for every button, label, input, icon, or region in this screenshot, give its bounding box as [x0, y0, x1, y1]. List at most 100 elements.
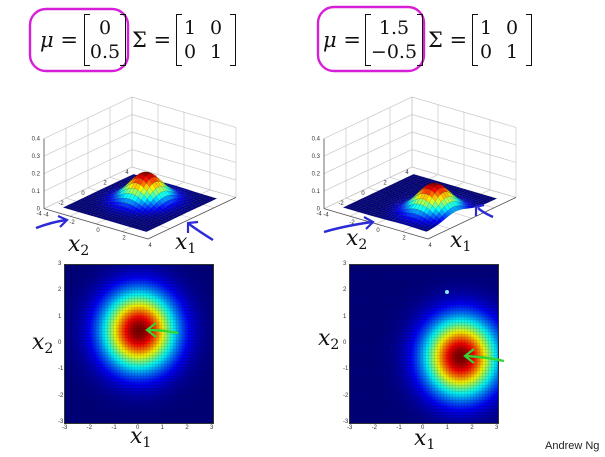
x2-tick: -2: [58, 201, 64, 207]
x1-tick: 4: [148, 243, 152, 249]
x1-tick: 0: [376, 228, 380, 234]
heatmap-right-ytick: -1: [343, 366, 349, 373]
surface-patch: [142, 229, 150, 232]
heatmap-right-xtick: 2: [470, 425, 474, 431]
mu-vector-left: 0 0.5: [84, 14, 126, 66]
heatmap-left-xtick: -3: [62, 425, 68, 431]
surface-patch: [148, 226, 155, 230]
heatmap-right-ytick: -2: [343, 392, 349, 399]
sigma-right-01: 0: [506, 17, 519, 39]
heatmap-left: [64, 264, 214, 424]
heatmap-left-x2-label: x2: [32, 330, 54, 357]
z-tick: 0.1: [32, 189, 41, 195]
mu-left-1: 0.5: [89, 41, 121, 63]
surface-patch: [153, 224, 161, 227]
surface-patch: [441, 212, 449, 219]
heatmap-left-ytick: 0: [58, 340, 62, 346]
surface-patch: [164, 219, 172, 222]
surface-patch: [207, 198, 215, 202]
heatmap-right-x1-label: x1: [414, 426, 436, 453]
surface-left-x1-label: x1: [175, 230, 197, 257]
cursor-dot: [445, 290, 449, 294]
sigma-right-10: 0: [480, 41, 493, 63]
sigma-symbol-right: Σ =: [428, 28, 468, 52]
sigma-left-00: 1: [184, 17, 197, 39]
heatmap-right-ytick: -3: [343, 419, 349, 425]
sigma-symbol-left: Σ =: [132, 28, 172, 52]
heatmap-right-xtick: -3: [347, 425, 353, 431]
x2-tick: 2: [383, 180, 387, 186]
x1-tick: 4: [428, 243, 432, 249]
z-tick: 0.4: [32, 137, 41, 143]
surface-patch: [425, 227, 433, 231]
highlight-ellipse-right: [316, 5, 426, 73]
heatmap-left-ytick: -2: [58, 392, 64, 399]
z-tick: 0.2: [312, 172, 321, 178]
surface-right-x1-label: x1: [450, 228, 472, 255]
sigma-left-10: 0: [184, 41, 197, 63]
mu-symbol-right: μ =: [323, 28, 361, 52]
sigma-left-11: 1: [210, 41, 223, 63]
heatmap-right-xtick: 1: [445, 425, 449, 431]
surface-patch: [161, 220, 169, 223]
surface-patch: [194, 204, 201, 208]
mu-right-1: −0.5: [370, 41, 418, 63]
surface-patch: [186, 208, 193, 212]
x1-tick: 2: [402, 235, 406, 241]
surface-patch: [450, 206, 457, 213]
x1-tick: -4: [43, 213, 49, 219]
x2-tick: -2: [338, 201, 344, 207]
author-credit: Andrew Ng: [545, 440, 600, 452]
x1-tick: -2: [69, 220, 75, 226]
heatmap-right-xtick: 3: [495, 425, 499, 431]
x2-tick: 2: [103, 180, 107, 186]
mu-vector-right: 1.5 −0.5: [365, 14, 423, 66]
sigma-right-00: 1: [480, 17, 493, 39]
surface-patch: [205, 199, 212, 203]
x2-tick: 0: [81, 191, 85, 197]
x1-tick: 0: [96, 228, 100, 234]
surface-plot-right: 0.4 0.3 0.2 0.1 0 4 2 0 -2 -4 -4 -2 0 2 4: [312, 96, 517, 249]
surface-patch: [178, 212, 185, 216]
surface-plot-left: 0.4 0.3 0.2 0.1 0 4 2 0 -2 -4 -4 -2 0 2 4: [32, 96, 237, 249]
x1-tick: -4: [323, 213, 329, 219]
z-tick: 0.4: [312, 137, 321, 143]
z-tick: 0.3: [312, 154, 321, 160]
heatmap-left-ytick: 3: [58, 261, 62, 267]
surface-patch: [485, 199, 492, 203]
x2-tick: 4: [125, 170, 129, 176]
surface-patch: [439, 215, 446, 222]
heatmap-left-xtick: -1: [111, 425, 117, 431]
surface-patch: [202, 201, 210, 204]
heatmap-right-x2-label: x2: [318, 326, 340, 353]
heatmap-left-xtick: 3: [210, 425, 214, 431]
surface-patch: [199, 202, 207, 206]
z-tick: 0.1: [312, 189, 321, 195]
heatmap-left-ytick: -1: [58, 366, 64, 373]
mu-highlight-right: [315, 4, 427, 74]
surface-right-x2-label: x2: [346, 226, 368, 253]
surface-left-x2-label: x2: [68, 232, 90, 259]
heatmap-right-ytick: 2: [343, 287, 347, 294]
heatmap-left-xtick: 2: [185, 425, 189, 431]
x2-tick: 0: [361, 191, 365, 197]
z-tick: 0: [37, 207, 41, 213]
surface-patch: [183, 209, 191, 213]
x1-tick: -2: [349, 220, 355, 226]
surface-patch: [422, 228, 430, 232]
surface-patch: [455, 205, 462, 211]
surface-patch: [460, 205, 468, 210]
heatmap-right-xtick: -1: [396, 425, 402, 431]
mu-symbol-left: μ =: [40, 28, 78, 52]
surface-patch: [444, 210, 451, 217]
heatmap-right-ytick: 3: [343, 261, 347, 267]
heatmap-left-ytick: 2: [58, 287, 62, 294]
surface-patch: [191, 206, 199, 209]
sigma-right-11: 1: [506, 41, 519, 63]
heatmap-left-xtick: 0: [136, 425, 140, 431]
heatmap-right-ytick: 0: [343, 340, 347, 346]
